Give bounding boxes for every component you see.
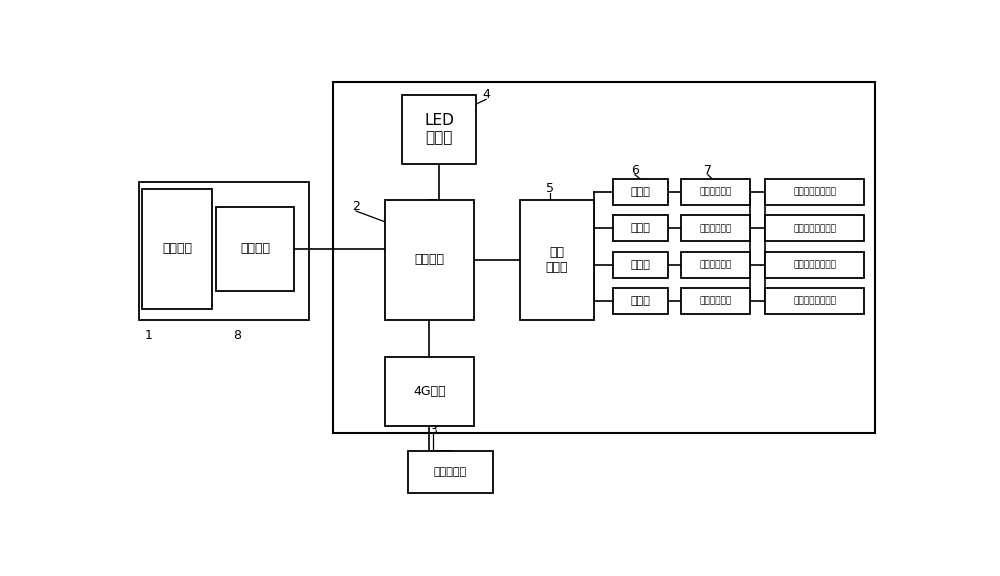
- Text: 8: 8: [233, 329, 241, 342]
- Bar: [613, 215, 668, 241]
- Bar: [681, 252, 750, 278]
- Text: 电源模块: 电源模块: [162, 242, 192, 255]
- Bar: [765, 215, 864, 241]
- Bar: [520, 200, 594, 320]
- Bar: [681, 215, 750, 241]
- Bar: [139, 182, 309, 320]
- Text: 2: 2: [352, 200, 360, 213]
- Bar: [613, 288, 668, 314]
- Bar: [681, 288, 750, 314]
- Bar: [613, 252, 668, 278]
- Bar: [613, 179, 668, 205]
- Text: 4: 4: [482, 88, 490, 101]
- Bar: [681, 179, 750, 205]
- Text: LED
指示灯: LED 指示灯: [424, 113, 454, 145]
- Bar: [765, 252, 864, 278]
- Text: 匹配器: 匹配器: [630, 223, 650, 233]
- Text: 匹配器: 匹配器: [630, 260, 650, 270]
- Bar: [142, 189, 212, 309]
- Bar: [402, 95, 476, 164]
- Bar: [765, 288, 864, 314]
- Text: 匹配器: 匹配器: [630, 187, 650, 197]
- Text: 6: 6: [631, 164, 639, 177]
- Text: 4G模块: 4G模块: [413, 385, 446, 398]
- Bar: [216, 207, 294, 291]
- Bar: [333, 82, 875, 433]
- Text: 电力抄表采集设备: 电力抄表采集设备: [793, 297, 836, 306]
- Text: 光电转换模块: 光电转换模块: [699, 297, 732, 306]
- Text: 1: 1: [144, 329, 152, 342]
- Text: 7: 7: [704, 164, 712, 177]
- Text: 电力抄表采集设备: 电力抄表采集设备: [793, 224, 836, 233]
- Text: 远程服务器: 远程服务器: [434, 467, 467, 476]
- Text: 5: 5: [546, 183, 554, 195]
- Text: 光电转换模块: 光电转换模块: [699, 224, 732, 233]
- Text: 差分
接收器: 差分 接收器: [546, 246, 568, 274]
- Bar: [408, 450, 493, 492]
- Text: 3: 3: [430, 424, 437, 437]
- Text: 光电转换模块: 光电转换模块: [699, 260, 732, 269]
- Text: 电力抄表采集设备: 电力抄表采集设备: [793, 260, 836, 269]
- Text: 光电转换模块: 光电转换模块: [699, 187, 732, 196]
- Bar: [385, 357, 474, 426]
- Bar: [385, 200, 474, 320]
- Text: 主控模块: 主控模块: [414, 253, 444, 266]
- Text: 保护电路: 保护电路: [240, 242, 270, 255]
- Text: 电力抄表采集设备: 电力抄表采集设备: [793, 187, 836, 196]
- Bar: [765, 179, 864, 205]
- Text: 匹配器: 匹配器: [630, 296, 650, 306]
